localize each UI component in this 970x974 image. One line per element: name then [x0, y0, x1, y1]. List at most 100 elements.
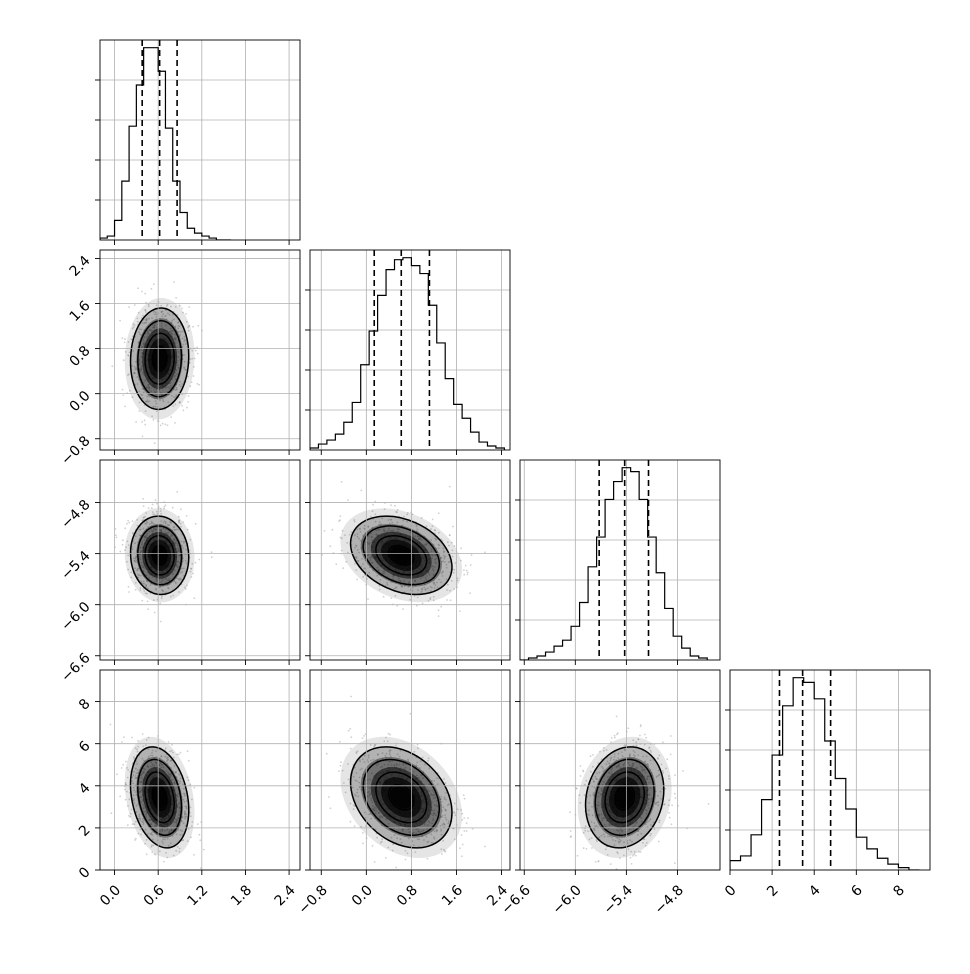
scatter-point: [347, 499, 349, 501]
scatter-point: [484, 551, 486, 553]
scatter-point: [350, 696, 352, 698]
scatter-point: [134, 304, 136, 306]
joint-panel-content: [321, 481, 486, 621]
scatter-point: [452, 526, 454, 528]
scatter-point: [178, 753, 180, 755]
scatter-point: [611, 737, 613, 739]
scatter-point: [395, 867, 397, 869]
scatter-point: [394, 505, 396, 507]
scatter-point: [416, 605, 418, 607]
scatter-point: [335, 563, 337, 565]
scatter-point: [122, 389, 124, 391]
scatter-point: [196, 347, 198, 349]
panel-frame: [520, 460, 720, 660]
scatter-point: [110, 724, 112, 726]
scatter-point: [160, 621, 162, 623]
scatter-point: [461, 834, 463, 836]
histogram-step-line: [730, 678, 919, 870]
scatter-point: [180, 508, 182, 510]
joint-panel-content: [111, 281, 203, 444]
scatter-point: [156, 503, 158, 505]
marginal-panel-3: [725, 670, 930, 875]
scatter-point: [124, 527, 126, 529]
scatter-point: [211, 551, 213, 553]
scatter-point: [610, 863, 612, 865]
marginal-panel-0: [95, 40, 300, 245]
joint-panel-2-3: [515, 670, 720, 875]
scatter-point: [631, 863, 633, 865]
scatter-point: [338, 770, 340, 772]
scatter-point: [124, 338, 126, 340]
scatter-point: [193, 375, 195, 377]
scatter-point: [467, 572, 469, 574]
scatter-point: [339, 519, 341, 521]
scatter-point: [135, 838, 137, 840]
scatter-point: [197, 325, 199, 327]
scatter-point: [449, 535, 451, 537]
scatter-point: [340, 761, 342, 763]
scatter-point: [165, 504, 167, 506]
joint-panel-0-1: [95, 250, 300, 455]
scatter-point: [374, 861, 376, 863]
scatter-point: [128, 586, 130, 588]
scatter-point: [465, 565, 467, 567]
scatter-point: [383, 596, 385, 598]
scatter-point: [193, 854, 195, 856]
scatter-point: [173, 281, 175, 283]
scatter-point: [142, 498, 144, 500]
scatter-point: [350, 736, 352, 738]
scatter-point: [460, 547, 462, 549]
scatter-point: [197, 353, 199, 355]
scatter-point: [180, 752, 182, 754]
scatter-point: [129, 522, 131, 524]
scatter-point: [163, 861, 165, 863]
scatter-point: [372, 845, 374, 847]
scatter-point: [195, 350, 197, 352]
scatter-point: [111, 365, 113, 367]
scatter-point: [116, 537, 118, 539]
scatter-point: [332, 529, 334, 531]
scatter-point: [116, 773, 118, 775]
scatter-point: [438, 512, 440, 514]
scatter-point: [329, 545, 331, 547]
scatter-point: [121, 767, 123, 769]
scatter-point: [342, 567, 344, 569]
scatter-point: [124, 406, 126, 408]
scatter-point: [356, 579, 358, 581]
scatter-point: [126, 523, 128, 525]
scatter-point: [192, 326, 194, 328]
scatter-point: [597, 861, 599, 863]
scatter-point: [186, 515, 188, 517]
joint-panel-0-2: [95, 460, 300, 665]
scatter-point: [127, 520, 129, 522]
marginal-panel-2: [515, 460, 720, 665]
scatter-point: [128, 306, 130, 308]
scatter-point: [122, 764, 124, 766]
scatter-point: [197, 823, 199, 825]
scatter-point: [142, 436, 144, 438]
scatter-point: [362, 832, 364, 834]
scatter-point: [341, 481, 343, 483]
scatter-point: [459, 610, 461, 612]
scatter-point: [416, 876, 418, 878]
scatter-point: [165, 424, 167, 426]
scatter-point: [396, 605, 398, 607]
scatter-point: [388, 733, 390, 735]
scatter-point: [185, 313, 187, 315]
scatter-point: [141, 421, 143, 423]
scatter-point: [405, 859, 407, 861]
scatter-point: [422, 603, 424, 605]
scatter-point: [354, 825, 356, 827]
scatter-point: [390, 504, 392, 506]
scatter-point: [591, 847, 593, 849]
scatter-point: [172, 507, 174, 509]
scatter-point: [153, 283, 155, 285]
scatter-point: [132, 520, 134, 522]
scatter-point: [146, 853, 148, 855]
scatter-point: [199, 834, 201, 836]
joint-panel-0-3: [95, 670, 300, 875]
scatter-point: [374, 501, 376, 503]
scatter-point: [187, 401, 189, 403]
scatter-point: [350, 748, 352, 750]
